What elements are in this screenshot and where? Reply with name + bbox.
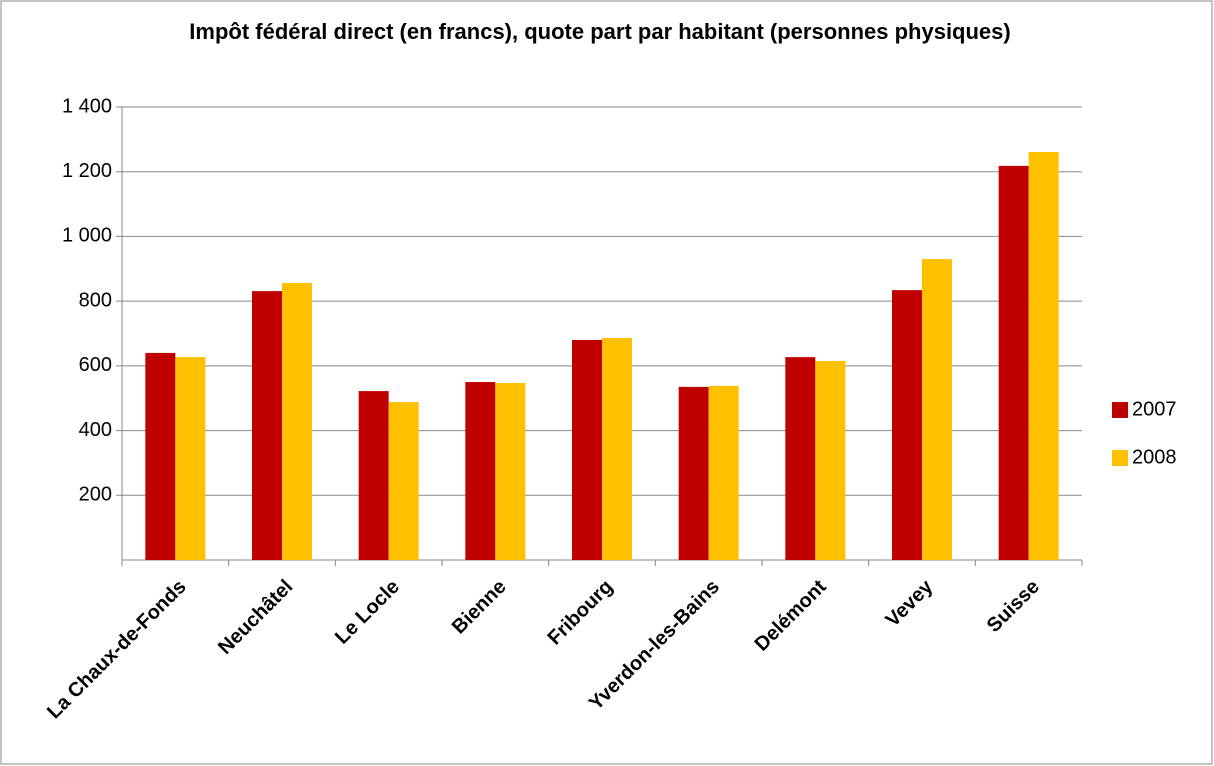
bar	[465, 382, 496, 560]
bar	[358, 391, 389, 560]
y-tick-label: 800	[79, 289, 112, 311]
y-tick-label: 1 200	[62, 160, 112, 182]
x-tick-label: Bienne	[448, 576, 511, 639]
bar	[785, 357, 816, 560]
legend-label: 2008	[1132, 446, 1177, 468]
bar	[678, 386, 709, 560]
bar	[145, 352, 176, 560]
bar	[922, 259, 952, 560]
legend-swatch	[1112, 402, 1128, 418]
x-tick-label: Suisse	[983, 576, 1044, 637]
bar	[602, 338, 632, 560]
chart-title: Impôt fédéral direct (en francs), quote …	[189, 19, 1011, 44]
y-tick-label: 200	[79, 484, 112, 506]
bar	[388, 402, 419, 560]
x-tick-label: La Chaux-de-Fonds	[43, 576, 191, 724]
legend-swatch	[1112, 450, 1128, 466]
bar	[998, 165, 1029, 560]
x-tick-label: Fribourg	[544, 576, 618, 650]
x-tick-label: Neuchâtel	[214, 576, 297, 659]
y-tick-label: 400	[79, 419, 112, 441]
bar	[572, 339, 602, 560]
bar	[495, 383, 526, 560]
bar	[815, 361, 846, 560]
y-tick-label: 1 400	[62, 95, 112, 117]
x-tick-label: Vevey	[882, 575, 938, 631]
x-tick-label: Delémont	[751, 575, 831, 655]
bar	[282, 283, 312, 560]
x-tick-label: Le Locle	[331, 576, 404, 649]
bar	[175, 357, 206, 560]
y-tick-label: 1 000	[62, 225, 112, 247]
bar	[1028, 151, 1059, 560]
bar	[708, 385, 739, 560]
bar	[252, 291, 282, 560]
legend-label: 2007	[1132, 398, 1177, 420]
bar	[892, 290, 922, 560]
y-tick-label: 600	[79, 354, 112, 376]
